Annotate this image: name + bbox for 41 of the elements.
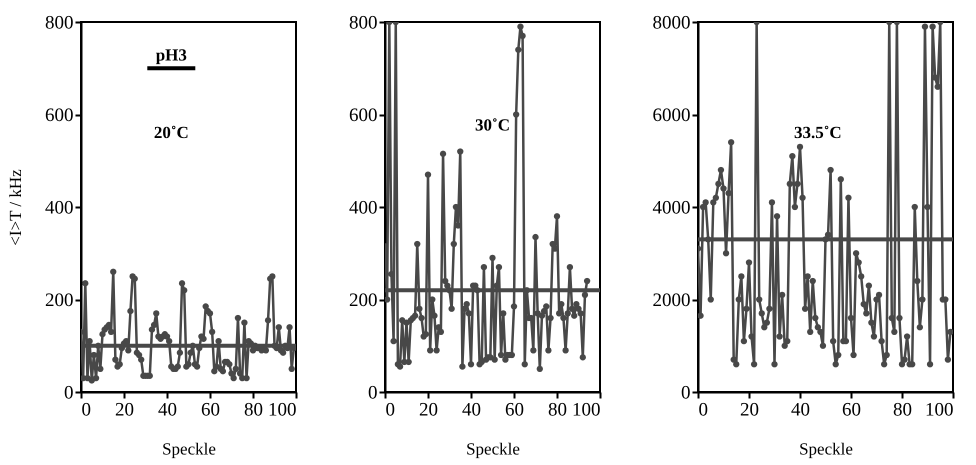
y-tick-label: 600 <box>349 105 378 126</box>
annotation: 30˚C <box>475 116 510 135</box>
y-tick-label: 0 <box>681 382 690 404</box>
x-tick-label: 100 <box>925 400 954 420</box>
x-axis-title: Speckle <box>466 440 520 458</box>
x-tick-label: 20 <box>115 400 134 420</box>
x-tick-label: 80 <box>244 400 263 420</box>
y-tick-label: 200 <box>349 290 378 311</box>
x-tick-label: 0 <box>386 400 395 420</box>
x-tick-label: 20 <box>740 400 759 420</box>
y-tick-label: 2000 <box>652 290 690 311</box>
y-tick-label: 0 <box>64 382 74 404</box>
y-tick-label: 6000 <box>652 105 690 126</box>
x-tick-label: 100 <box>268 400 296 420</box>
x-axis-title: Speckle <box>162 440 216 458</box>
x-tick-label: 100 <box>572 400 600 420</box>
x-tick-label: 60 <box>842 400 861 420</box>
y-tick-label: 800 <box>349 12 378 34</box>
y-tick-label: 8000 <box>652 12 690 34</box>
x-tick-label: 60 <box>505 400 524 420</box>
y-tick-label: 600 <box>45 105 74 126</box>
x-tick-label: 80 <box>893 400 912 420</box>
annotation: pH3 <box>156 45 187 64</box>
x-axis-title: Speckle <box>799 440 853 458</box>
x-tick-label: 20 <box>419 400 438 420</box>
x-tick-label: 40 <box>791 400 810 420</box>
y-tick-label: 200 <box>45 290 74 311</box>
x-tick-label: 40 <box>158 400 177 420</box>
annotation: 20˚C <box>154 123 189 142</box>
annotation: 33.5˚C <box>794 123 842 142</box>
x-tick-label: 0 <box>82 400 91 420</box>
y-tick-label: 400 <box>349 198 378 218</box>
y-tick-label: 4000 <box>652 198 690 218</box>
x-tick-label: 60 <box>201 400 220 420</box>
y-axis-title: <I>T / kHz <box>6 168 25 246</box>
y-tick-label: 800 <box>45 12 74 34</box>
x-tick-label: 0 <box>698 400 708 420</box>
y-tick-label: 0 <box>368 382 378 404</box>
x-tick-label: 80 <box>548 400 567 420</box>
y-tick-label: 400 <box>45 198 74 218</box>
x-tick-label: 40 <box>462 400 481 420</box>
